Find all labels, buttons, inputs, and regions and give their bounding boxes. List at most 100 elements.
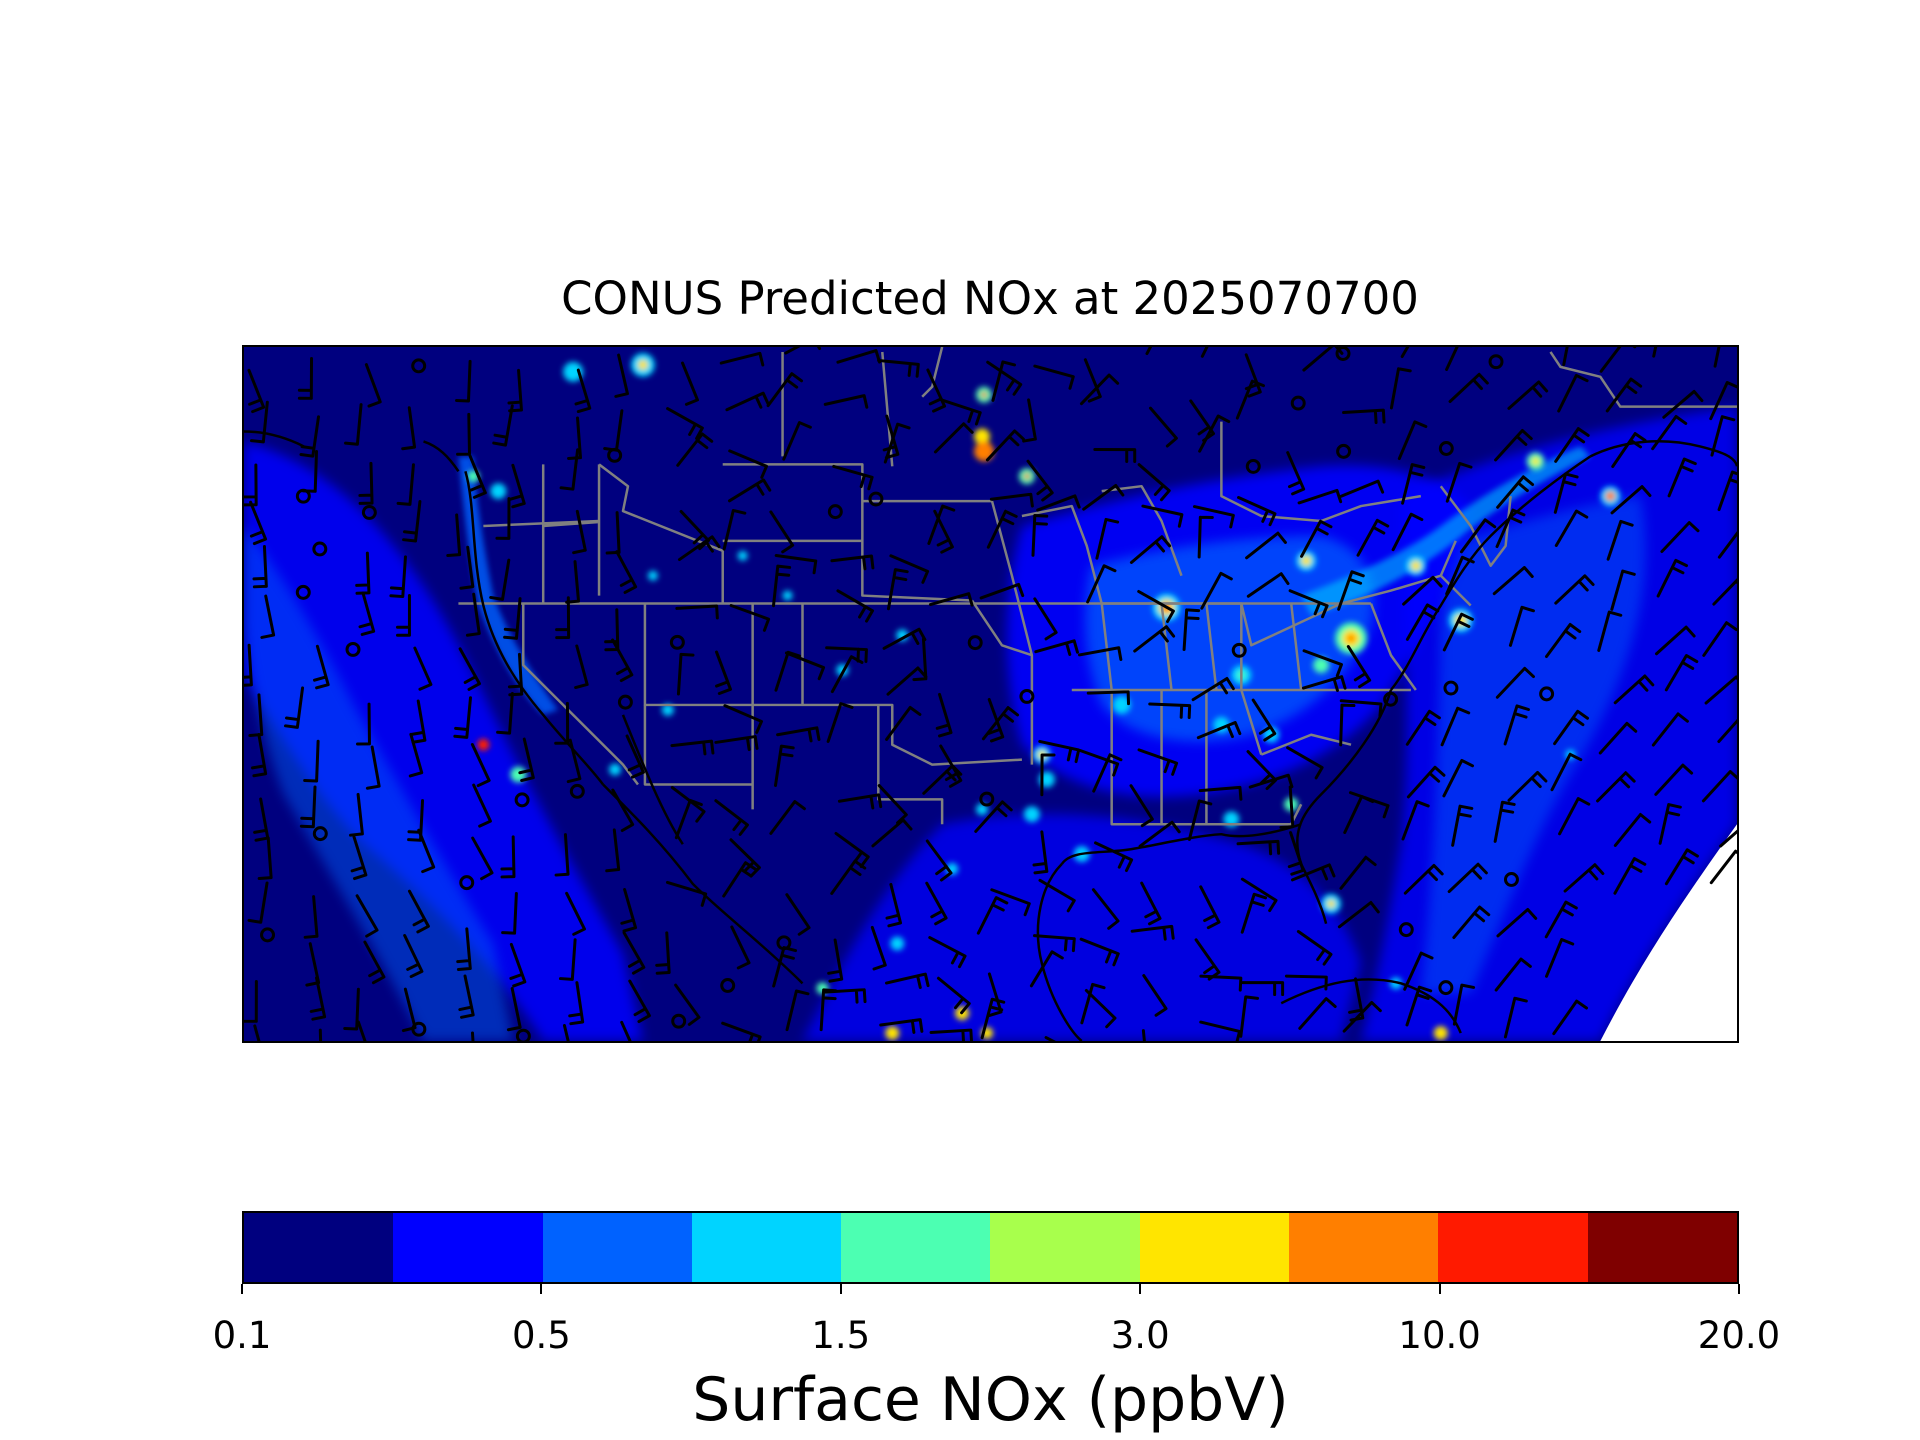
wind-barb — [309, 976, 327, 1021]
wind-barb — [766, 372, 804, 408]
hotspot — [647, 570, 658, 581]
wind-barb — [1026, 459, 1054, 502]
colorbar-tick-label: 0.5 — [511, 1314, 571, 1357]
wind-barb — [885, 882, 903, 928]
wind-barb — [935, 692, 953, 738]
hotspot — [890, 936, 905, 951]
hotspot — [1023, 806, 1040, 823]
wind-barb — [1137, 463, 1171, 502]
wind-barb — [1452, 905, 1491, 939]
wind-barb — [1599, 347, 1637, 373]
wind-barb — [1034, 639, 1079, 656]
wind-barb — [1596, 771, 1636, 803]
wind-barb — [395, 593, 411, 637]
wind-barb — [674, 798, 703, 840]
wind-barb — [1302, 649, 1343, 678]
hotspot — [737, 550, 748, 561]
hotspot — [1327, 899, 1336, 908]
wind-barb — [303, 895, 319, 939]
wind-barb — [1022, 398, 1037, 443]
wind-barb — [1452, 983, 1476, 1026]
wind-barb — [871, 818, 913, 848]
wind-barb — [364, 363, 382, 408]
colorbar-label: Surface NOx (ppbV) — [692, 1365, 1289, 1435]
wind-barb — [723, 704, 764, 734]
wind-barb — [666, 407, 704, 440]
wind-barb — [1496, 907, 1538, 938]
wind-barb — [622, 931, 646, 975]
wind-barb — [1200, 571, 1233, 610]
wind-barb — [1086, 564, 1117, 604]
wind-barb — [1236, 839, 1281, 856]
wind-barb — [410, 699, 427, 744]
calm-wind-marker — [295, 584, 311, 600]
wind-barb — [1083, 358, 1102, 403]
pacific-field — [244, 441, 643, 1041]
calm-wind-marker — [979, 791, 995, 807]
hotspot — [563, 361, 584, 382]
wind-barb — [1495, 508, 1526, 549]
wind-barb — [562, 1023, 570, 1041]
colorbar-tick-label: 0.1 — [212, 1314, 272, 1357]
wind-barb — [1033, 364, 1075, 390]
wind-barb — [501, 891, 518, 935]
wind-barb — [458, 974, 475, 1019]
wind-barb — [1199, 885, 1221, 930]
hotspot — [661, 703, 674, 716]
wind-barb — [1079, 373, 1120, 406]
wind-barb — [1199, 1020, 1242, 1041]
wind-barb — [252, 545, 268, 589]
colorbar-segment — [990, 1213, 1140, 1282]
wind-barb — [985, 429, 1025, 462]
wind-barb — [714, 799, 749, 836]
wind-barb — [620, 1020, 632, 1041]
wind-barb — [785, 989, 810, 1032]
wind-barb — [1400, 347, 1410, 359]
wind-barb — [1141, 504, 1184, 528]
wind-barb — [1495, 666, 1535, 699]
wind-barb — [1093, 448, 1137, 464]
hotspot — [637, 359, 648, 370]
no-data-region — [1600, 824, 1737, 1041]
wind-barb — [1148, 702, 1192, 720]
wind-barb — [1503, 996, 1528, 1039]
wind-barb — [1095, 517, 1120, 560]
wind-barb — [318, 1028, 323, 1041]
calm-wind-marker — [1443, 680, 1459, 696]
wind-barb — [365, 745, 381, 790]
wind-barb — [1192, 505, 1235, 529]
wind-barb — [1199, 974, 1243, 992]
wind-barb — [455, 359, 472, 403]
hotspot — [1112, 695, 1131, 714]
wind-barb — [1240, 892, 1268, 934]
wind-barb — [1029, 950, 1064, 988]
wind-barb — [625, 734, 645, 779]
wind-barb — [1033, 597, 1058, 641]
wind-barb — [1129, 535, 1172, 564]
wind-barb — [929, 1028, 973, 1041]
wind-barb — [1137, 589, 1175, 624]
wind-barb — [614, 353, 629, 398]
wind-barb — [1717, 531, 1737, 559]
wind-barb — [728, 478, 772, 503]
wind-barb — [605, 828, 621, 873]
colorbar-segment — [1438, 1213, 1588, 1282]
wind-barb — [785, 893, 811, 936]
wind-barb — [1447, 862, 1488, 894]
wind-barb — [495, 497, 511, 540]
colorbar-segment — [1587, 1213, 1737, 1282]
wind-barb — [1406, 765, 1446, 799]
colorbar-tick-label: 10.0 — [1398, 1314, 1481, 1357]
wind-barb — [1078, 748, 1120, 777]
wind-barb — [1660, 521, 1700, 554]
calm-wind-marker — [1398, 922, 1414, 938]
wind-barb — [468, 454, 487, 499]
wind-barb — [350, 835, 368, 881]
wind-barb — [836, 589, 875, 623]
colorbar-segment — [841, 1213, 991, 1282]
wind-barb — [358, 591, 376, 636]
wind-barb — [472, 783, 492, 828]
wind-barb — [987, 697, 1005, 743]
wind-barb — [1284, 974, 1328, 991]
wind-barb — [769, 510, 795, 554]
